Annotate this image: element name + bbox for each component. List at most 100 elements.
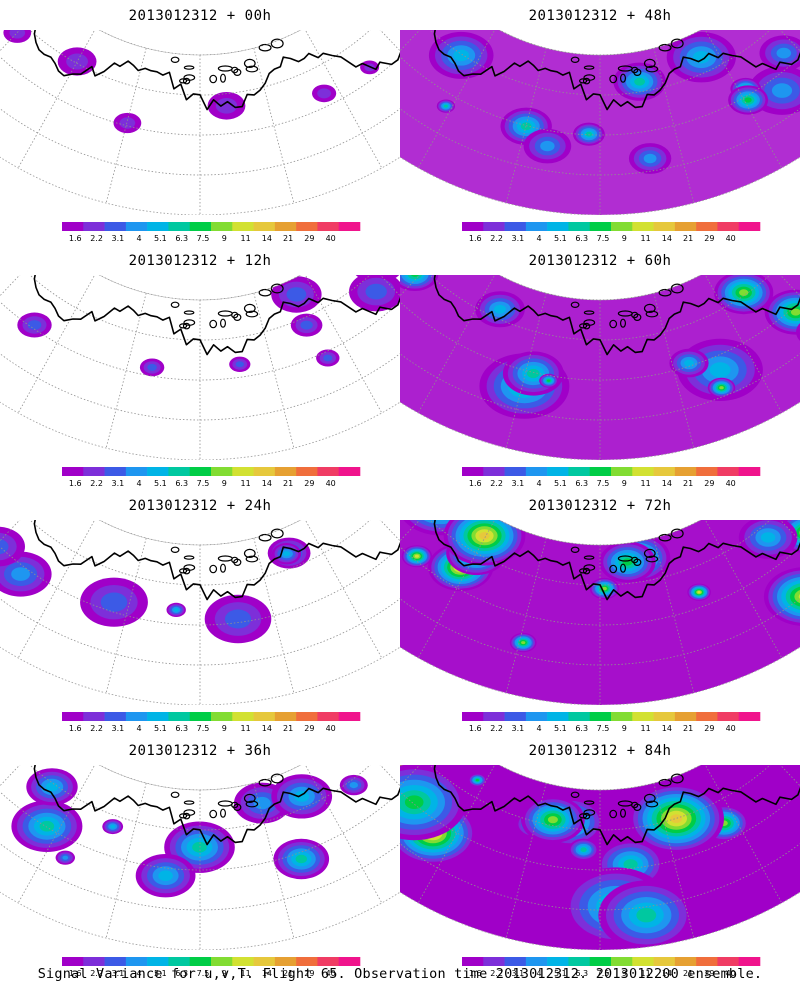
variance-contour bbox=[365, 283, 387, 300]
variance-contour bbox=[602, 586, 607, 591]
variance-contour bbox=[475, 779, 479, 782]
colorbar-tick-label: 29 bbox=[704, 479, 714, 488]
colorbar-swatch bbox=[338, 222, 361, 231]
colorbar-tick-label: 29 bbox=[304, 479, 314, 488]
panel-title: 2013012312 + 48h bbox=[528, 8, 672, 24]
colorbar-swatch bbox=[696, 222, 718, 231]
map-panel: 2013012312 + 36h 1.6 2.2 3.1 4 5.1 6.3 7.5 9 11 14… bbox=[0, 735, 400, 980]
variance-contour bbox=[794, 589, 800, 604]
variance-contour bbox=[0, 526, 25, 567]
colorbar-swatch bbox=[525, 467, 548, 476]
colorbar-tick-label: 2.2 bbox=[490, 724, 503, 733]
colorbar-swatch bbox=[589, 712, 612, 721]
colorbar-tick-label: 4 bbox=[537, 234, 542, 243]
colorbar-tick-label: 6.3 bbox=[175, 724, 188, 733]
colorbar-tick-label: 21 bbox=[683, 479, 693, 488]
colorbar-swatch bbox=[189, 712, 212, 721]
variance-contour bbox=[158, 870, 173, 881]
colorbar-swatch bbox=[462, 712, 484, 721]
colorbar-tick-label: 21 bbox=[283, 724, 293, 733]
variance-map bbox=[0, 30, 400, 215]
map-panel: 2013012312 + 00h 1.6 2.2 3.1 4 5.1 6.3 7.5 9 11 14… bbox=[0, 0, 400, 245]
colorbar-tick-label: 5.1 bbox=[554, 234, 567, 243]
colorbar-tick-label: 21 bbox=[283, 234, 293, 243]
colorbar-tick-label: 1.6 bbox=[469, 969, 482, 978]
colorbar-swatch bbox=[589, 467, 612, 476]
colorbar-swatch bbox=[696, 957, 718, 966]
colorbar-tick-label: 5.1 bbox=[554, 724, 567, 733]
variance-contour bbox=[585, 131, 593, 137]
colorbar-swatch bbox=[253, 712, 276, 721]
colorbar-swatch bbox=[83, 712, 105, 721]
variance-field bbox=[17, 275, 400, 377]
colorbar-swatch bbox=[125, 467, 148, 476]
variance-contour bbox=[192, 841, 207, 853]
colorbar-tick-label: 40 bbox=[726, 479, 736, 488]
colorbar-swatch bbox=[738, 712, 761, 721]
variance-contour bbox=[790, 308, 800, 316]
colorbar-tick-label: 7.5 bbox=[197, 969, 210, 978]
colorbar-swatch bbox=[504, 467, 527, 476]
colorbar-swatch bbox=[462, 957, 484, 966]
variance-contour bbox=[771, 83, 793, 98]
variance-contour bbox=[173, 608, 179, 612]
colorbar-tick-label: 3.1 bbox=[512, 724, 525, 733]
colorbar-tick-label: 9 bbox=[622, 969, 627, 978]
colorbar-tick-label: 7.5 bbox=[597, 479, 610, 488]
colorbar-tick-label: 14 bbox=[662, 724, 672, 733]
variance-contour bbox=[39, 820, 55, 832]
colorbar-swatch bbox=[632, 712, 654, 721]
variance-field bbox=[0, 526, 311, 644]
panel-title: 2013012312 + 60h bbox=[528, 253, 672, 269]
variance-contour bbox=[479, 532, 490, 540]
colorbar-swatch bbox=[296, 467, 318, 476]
variance-contour bbox=[547, 816, 558, 824]
colorbar-tick-label: 7.5 bbox=[597, 724, 610, 733]
colorbar-swatch bbox=[653, 222, 676, 231]
variance-contour bbox=[66, 53, 88, 70]
colorbar-swatch bbox=[525, 222, 548, 231]
colorbar-tick-label: 11 bbox=[641, 724, 651, 733]
colorbar-tick-label: 2.2 bbox=[90, 969, 103, 978]
colorbar-tick-label: 7.5 bbox=[197, 724, 210, 733]
colorbar: 1.6 2.2 3.1 4 5.1 6.3 7.5 9 11 14 21 29 40 bbox=[62, 467, 361, 488]
colorbar-tick-label: 9 bbox=[222, 234, 227, 243]
colorbar-tick-label: 11 bbox=[641, 234, 651, 243]
colorbar-swatch bbox=[653, 467, 676, 476]
colorbar-tick-label: 1.6 bbox=[469, 479, 482, 488]
colorbar-swatch bbox=[317, 467, 340, 476]
coastline bbox=[433, 765, 800, 846]
colorbar-tick-label: 14 bbox=[662, 479, 672, 488]
colorbar-swatch bbox=[253, 957, 276, 966]
colorbar: 1.6 2.2 3.1 4 5.1 6.3 7.5 9 11 14 21 29 40 bbox=[62, 712, 361, 733]
variance-contour bbox=[623, 859, 638, 870]
colorbar-swatch bbox=[189, 467, 212, 476]
colorbar-tick-label: 4 bbox=[537, 724, 542, 733]
colorbar-tick-label: 9 bbox=[622, 724, 627, 733]
map-panel: 2013012312 + 84h 1.6 2.2 3.1 4 5.1 6.3 7.5 9 11 14… bbox=[400, 735, 800, 980]
variance-contour bbox=[11, 567, 30, 581]
colorbar-tick-label: 11 bbox=[241, 479, 251, 488]
colorbar-tick-label: 4 bbox=[137, 969, 142, 978]
variance-contour bbox=[493, 304, 507, 314]
colorbar-swatch bbox=[211, 957, 233, 966]
variance-contour bbox=[317, 88, 331, 99]
colorbar-swatch bbox=[296, 222, 318, 231]
colorbar-swatch bbox=[147, 712, 169, 721]
colorbar-tick-label: 4 bbox=[137, 234, 142, 243]
colorbar-tick-label: 9 bbox=[622, 479, 627, 488]
variance-contour bbox=[300, 320, 313, 330]
variance-contour bbox=[215, 98, 238, 114]
variance-map bbox=[400, 30, 800, 215]
map-panel: 2013012312 + 48h 1.6 2.2 3.1 4 5.1 6.3 7.5 9 11 14… bbox=[400, 0, 800, 245]
variance-contour bbox=[119, 117, 136, 129]
variance-contour bbox=[547, 379, 551, 382]
colorbar-swatch bbox=[483, 712, 505, 721]
variance-map bbox=[400, 765, 800, 950]
colorbar-tick-label: 3.1 bbox=[512, 969, 525, 978]
colorbar-tick-label: 5.1 bbox=[154, 234, 167, 243]
colorbar-tick-label: 7.5 bbox=[197, 234, 210, 243]
colorbar-swatch bbox=[274, 222, 297, 231]
colorbar-swatch bbox=[189, 957, 212, 966]
variance-contour bbox=[643, 153, 657, 164]
